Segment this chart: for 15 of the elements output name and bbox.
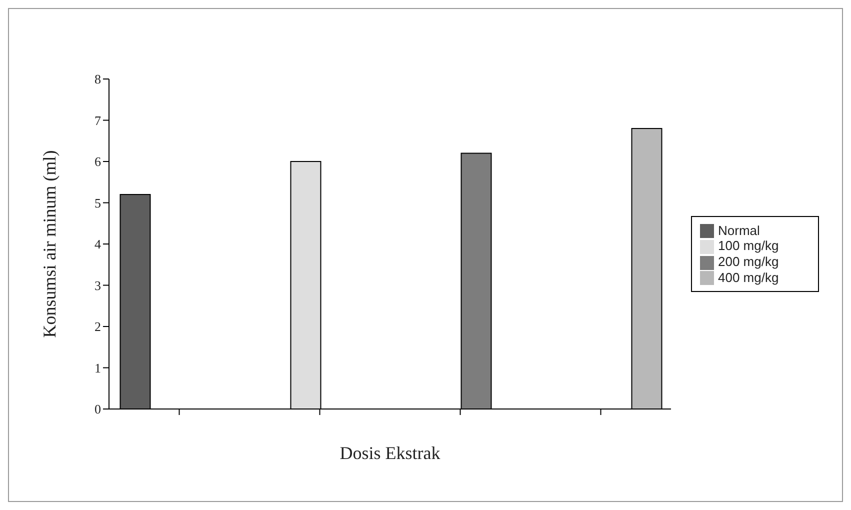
y-tick-label: 1 <box>94 360 101 376</box>
y-axis-title: Konsumsi air minum (ml) <box>39 150 60 338</box>
legend-label: Normal <box>718 222 760 238</box>
y-tick-label: 2 <box>94 319 101 334</box>
y-tick-label: 8 <box>94 72 101 87</box>
y-tick-label: 6 <box>94 154 102 170</box>
y-tick-label: 4 <box>94 236 102 252</box>
x-axis-title: Dosis Ekstrak <box>340 443 440 463</box>
y-tick-label: 5 <box>94 195 101 210</box>
legend-label: 200 mg/kg <box>718 254 779 269</box>
y-tick-label: 3 <box>94 278 101 293</box>
legend-label: 400 mg/kg <box>718 270 779 285</box>
y-tick-label: 7 <box>94 112 102 128</box>
y-tick-label: 0 <box>94 402 101 417</box>
legend-label: 100 mg/kg <box>718 238 779 254</box>
